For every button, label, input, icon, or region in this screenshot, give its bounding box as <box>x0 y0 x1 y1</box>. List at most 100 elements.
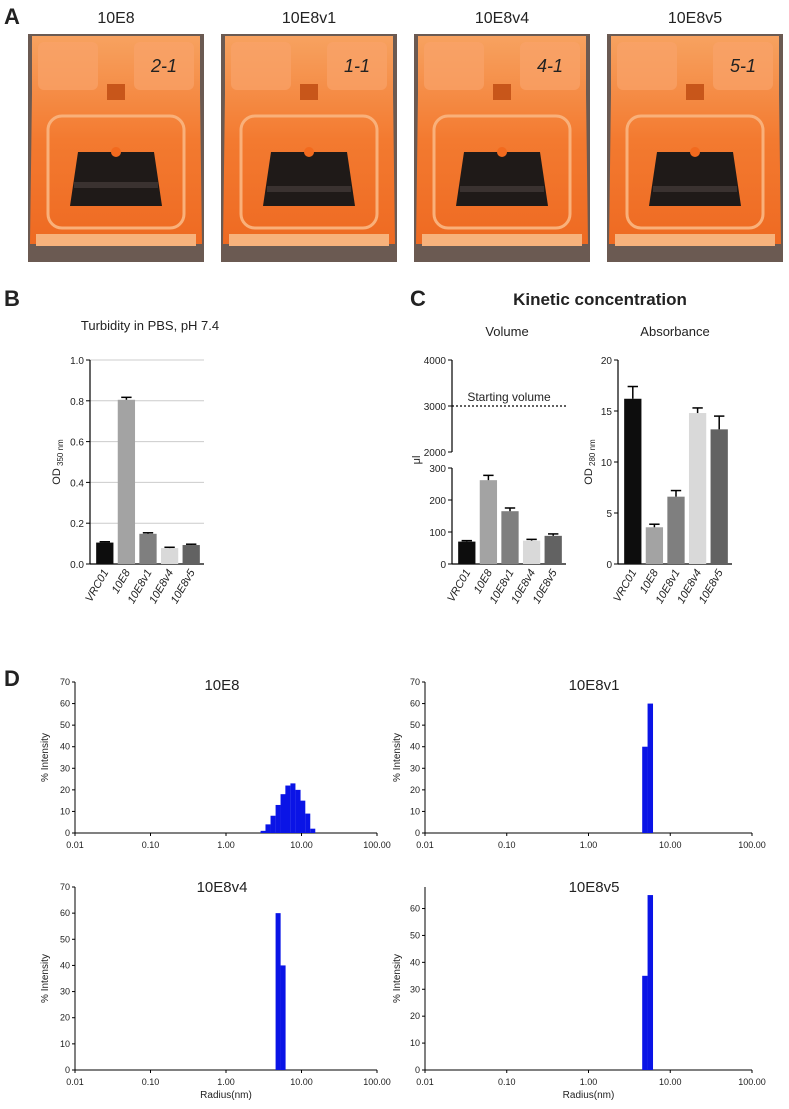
chart-title: 10E8v4 <box>197 879 248 896</box>
tube-handwritten-mark: 2-1 <box>150 56 177 76</box>
y-axis-label: μl <box>411 456 423 465</box>
tube-top-chamber <box>38 42 98 90</box>
tube-frame <box>625 114 765 230</box>
y-tick-label: 30 <box>410 763 420 773</box>
x-axis-label: Radius(nm) <box>563 1090 615 1101</box>
photo-10e8v1: 1-1 <box>221 34 397 262</box>
x-tick-label: 100.00 <box>738 840 766 850</box>
tube-drop <box>111 147 121 157</box>
y-tick-label: 10 <box>410 1038 420 1048</box>
y-tick-label: 40 <box>410 957 420 967</box>
y-tick-label: 0.2 <box>70 519 84 530</box>
y-axis-label-main: OD <box>583 468 595 485</box>
y-tick-label: 20 <box>410 1011 420 1021</box>
x-tick-label: VRC01 <box>611 568 639 605</box>
y-tick-label: 70 <box>410 677 420 687</box>
y-axis-label: % Intensity <box>392 733 403 782</box>
photo-10e8v4: 4-1 <box>414 34 590 262</box>
chart-turbidity: Turbidity in PBS, pH 7.4 0.0 0.2 0.4 0.6 0.8 1… <box>51 318 219 606</box>
filter-window <box>263 152 355 206</box>
x-tick-label: 100.00 <box>738 1077 766 1087</box>
y-axis-label-sub: 350 nm <box>56 439 65 468</box>
x-tick-label: 0.01 <box>416 840 434 850</box>
chart-dls-10E8v5: 10E8v5 0 10 20 30 40 50 60 0.01 0.10 1.00 10.00 100.… <box>392 879 766 1101</box>
histogram-bar <box>275 913 281 1070</box>
y-tick-label: 100 <box>429 528 446 539</box>
y-tick-label: 40 <box>60 960 70 970</box>
liquid-level <box>74 182 158 188</box>
x-tick-label: 100.00 <box>363 1077 391 1087</box>
y-tick-label: 10 <box>60 806 70 816</box>
y-tick-label: 0.4 <box>70 478 84 489</box>
x-tick-label: 10.00 <box>290 840 313 850</box>
tube-bottom-rim <box>422 234 582 246</box>
y-tick-label: 40 <box>60 742 70 752</box>
panel-letter-c: C <box>410 286 426 311</box>
tube-spout <box>300 84 318 100</box>
tube-spout <box>493 84 511 100</box>
y-tick-label: 50 <box>60 720 70 730</box>
tube-spout <box>107 84 125 100</box>
bar <box>182 545 200 564</box>
tube-bottom-rim <box>36 234 196 246</box>
chart-dls-10E8v4: 10E8v4 0 10 20 30 40 50 60 70 0.01 0.10 1.00 10.00 10… <box>40 879 391 1101</box>
tube-frame <box>239 114 379 230</box>
y-tick-label: 0 <box>606 560 612 571</box>
histogram-bar <box>647 895 654 1070</box>
tube-handwritten-mark: 4-1 <box>537 56 563 76</box>
x-tick-label: 1.00 <box>217 840 235 850</box>
starting-volume-label: Starting volume <box>467 390 551 404</box>
bar <box>139 533 157 564</box>
x-tick-label: 0.10 <box>498 840 516 850</box>
bar <box>522 540 541 564</box>
chart-title: Absorbance <box>640 324 709 339</box>
bar <box>117 399 136 564</box>
x-tick-label: 0.01 <box>416 1077 434 1087</box>
bar <box>160 548 179 564</box>
y-tick-label: 30 <box>410 984 420 994</box>
y-tick-label: 70 <box>60 882 70 892</box>
y-tick-label: 60 <box>410 699 420 709</box>
tube-top-chamber <box>134 42 194 90</box>
photo-label: 10E8v4 <box>475 10 529 27</box>
x-tick-label: 1.00 <box>580 840 598 850</box>
filter-window <box>649 152 741 206</box>
panel-letter-d: D <box>4 666 20 691</box>
tube-spout <box>686 84 704 100</box>
x-tick-label: 0.10 <box>142 840 160 850</box>
y-tick-label: 4000 <box>424 356 447 367</box>
tube-bottom-rim <box>615 234 775 246</box>
tube-top-chamber <box>520 42 580 90</box>
y-tick-label: 2000 <box>424 448 447 459</box>
x-tick-label: 10.00 <box>659 840 682 850</box>
y-tick-label: 20 <box>60 785 70 795</box>
y-tick-label: 60 <box>60 699 70 709</box>
y-tick-label: 60 <box>410 904 420 914</box>
x-tick-label: 10.00 <box>659 1077 682 1087</box>
x-tick-label: 100.00 <box>363 840 391 850</box>
x-tick-label: 1.00 <box>217 1077 235 1087</box>
y-axis-label: % Intensity <box>392 954 403 1003</box>
y-tick-label: 40 <box>410 742 420 752</box>
y-axis-label: OD 350 nm <box>51 439 65 485</box>
photo-label: 10E8v1 <box>282 10 336 27</box>
tube-drop <box>497 147 507 157</box>
y-tick-label: 60 <box>60 908 70 918</box>
y-tick-label: 20 <box>60 1013 70 1023</box>
y-tick-label: 0 <box>440 560 446 571</box>
y-tick-label: 20 <box>410 785 420 795</box>
tube-top-chamber <box>327 42 387 90</box>
y-tick-label: 30 <box>60 987 70 997</box>
chart-title: 10E8v1 <box>569 677 620 694</box>
liquid-level <box>267 186 351 192</box>
y-tick-label: 15 <box>601 407 613 418</box>
y-tick-label: 20 <box>601 356 613 367</box>
histogram-bar <box>260 830 266 833</box>
y-tick-label: 10 <box>60 1039 70 1049</box>
liquid-level <box>460 186 544 192</box>
tube-handwritten-mark: 5-1 <box>730 56 756 76</box>
y-tick-label: 300 <box>429 464 446 475</box>
panel-letter-b: B <box>4 286 20 311</box>
tube-handwritten-mark: 1-1 <box>344 56 370 76</box>
